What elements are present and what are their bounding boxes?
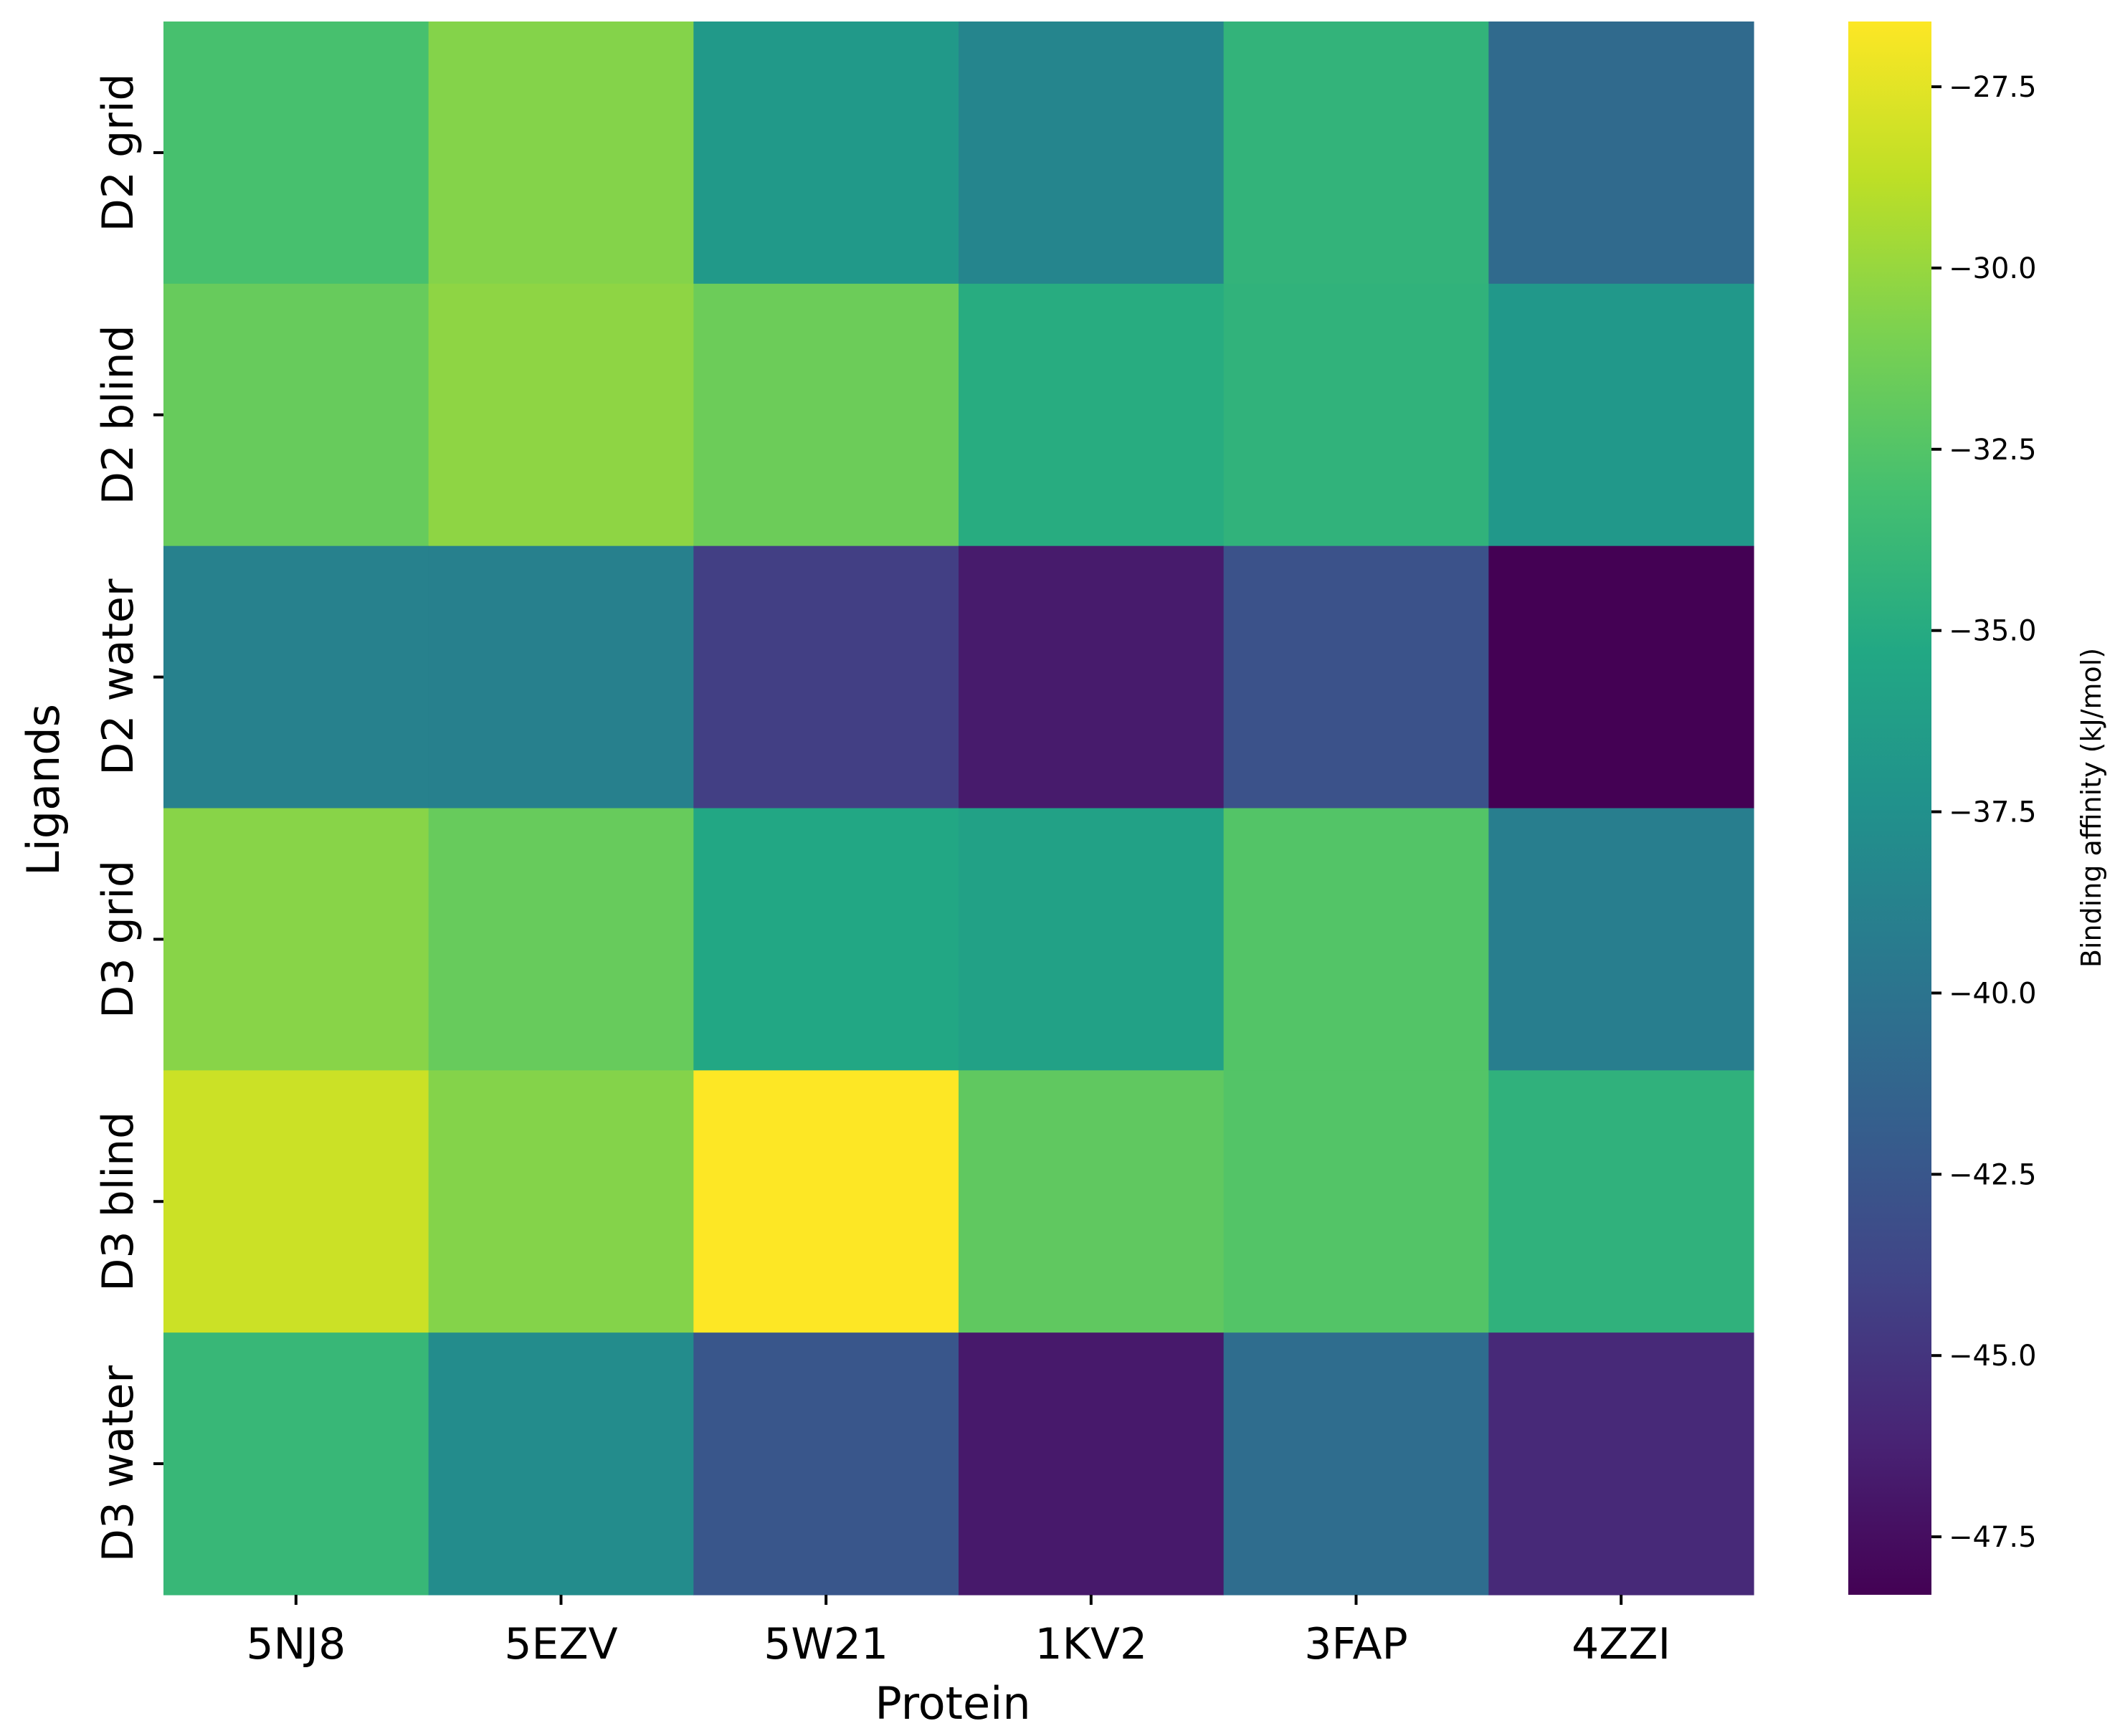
y-axis-title: Ligands xyxy=(17,704,70,876)
x-tick-label: 5NJ8 xyxy=(246,1619,346,1669)
heatmap-cell xyxy=(1223,283,1489,547)
heatmap-cell xyxy=(693,545,959,809)
colorbar: −27.5 −30.0 −32.5 −35.0 −37.5 −40.0 −42.5 −45.0… xyxy=(1848,22,2107,1595)
heatmap-cell xyxy=(1223,1332,1489,1596)
heatmap-cell xyxy=(428,1332,694,1596)
heatmap-cell xyxy=(1223,808,1489,1071)
heatmap-cell xyxy=(163,1070,429,1333)
y-axis: D2 grid D2 blind D2 water D3 grid D3 blind D3… xyxy=(93,73,163,1562)
heatmap-cell xyxy=(959,545,1225,809)
x-tick-label: 5EZV xyxy=(504,1619,617,1669)
heatmap-cell xyxy=(1488,283,1754,547)
colorbar-tick-label: −35.0 xyxy=(1949,615,2037,648)
colorbar-tick-label: −32.5 xyxy=(1949,434,2037,467)
x-tick-label: 4ZZI xyxy=(1572,1619,1670,1669)
colorbar-tick-label: −45.0 xyxy=(1949,1340,2037,1373)
colorbar-tick-label: −30.0 xyxy=(1949,252,2037,285)
y-tick-label: D3 water xyxy=(93,1365,143,1563)
heatmap-cell xyxy=(693,22,959,285)
heatmap-cell xyxy=(1223,545,1489,809)
colorbar-tick-label: −47.5 xyxy=(1949,1521,2037,1554)
heatmap-cell xyxy=(163,808,429,1071)
y-tick-label: D2 water xyxy=(93,578,143,776)
heatmap-cell xyxy=(163,22,429,285)
y-tick-label: D3 blind xyxy=(93,1112,143,1292)
colorbar-tick-label: −27.5 xyxy=(1949,71,2037,104)
heatmap-cell xyxy=(428,283,694,547)
colorbar-tick-label: −42.5 xyxy=(1949,1158,2037,1191)
colorbar-ticks: −27.5 −30.0 −32.5 −35.0 −37.5 −40.0 −42.5 −45.0… xyxy=(1931,71,2037,1554)
heatmap-cells xyxy=(163,22,1754,1596)
heatmap-cell xyxy=(959,1070,1225,1333)
heatmap-cell xyxy=(428,22,694,285)
heatmap-cell xyxy=(1223,22,1489,285)
heatmap-cell xyxy=(959,283,1225,547)
heatmap-cell xyxy=(693,1332,959,1596)
heatmap-cell xyxy=(1223,1070,1489,1333)
x-axis-title: Protein xyxy=(875,1677,1030,1730)
y-tick-label: D2 grid xyxy=(93,73,143,232)
heatmap-cell xyxy=(693,1070,959,1333)
heatmap-cell xyxy=(1488,808,1754,1071)
heatmap-cell xyxy=(693,808,959,1071)
heatmap-cell xyxy=(1488,545,1754,809)
x-tick-label: 1KV2 xyxy=(1035,1619,1147,1669)
heatmap-cell xyxy=(1488,1070,1754,1333)
heatmap-cell xyxy=(693,283,959,547)
y-tick-label: D3 grid xyxy=(93,860,143,1019)
colorbar-tick-label: −37.5 xyxy=(1949,796,2037,829)
heatmap-cell xyxy=(1488,1332,1754,1596)
heatmap-cell xyxy=(163,1332,429,1596)
heatmap-cell xyxy=(959,808,1225,1071)
heatmap-cell xyxy=(959,1332,1225,1596)
y-tick-label: D2 blind xyxy=(93,325,143,505)
heatmap-cell xyxy=(428,545,694,809)
heatmap-cell xyxy=(163,545,429,809)
colorbar-title: Binding affinity (kJ/mol) xyxy=(2076,648,2107,968)
colorbar-tick-label: −40.0 xyxy=(1949,977,2037,1010)
heatmap-cell xyxy=(959,22,1225,285)
heatmap-cell xyxy=(163,283,429,547)
heatmap-cell xyxy=(1488,22,1754,285)
heatmap-cell xyxy=(428,808,694,1071)
x-tick-label: 5W21 xyxy=(764,1619,888,1669)
x-tick-label: 3FAP xyxy=(1304,1619,1407,1669)
colorbar-gradient xyxy=(1848,22,1931,1595)
x-axis: 5NJ8 5EZV 5W21 1KV2 3FAP 4ZZI xyxy=(246,1595,1670,1669)
heatmap-cell xyxy=(428,1070,694,1333)
